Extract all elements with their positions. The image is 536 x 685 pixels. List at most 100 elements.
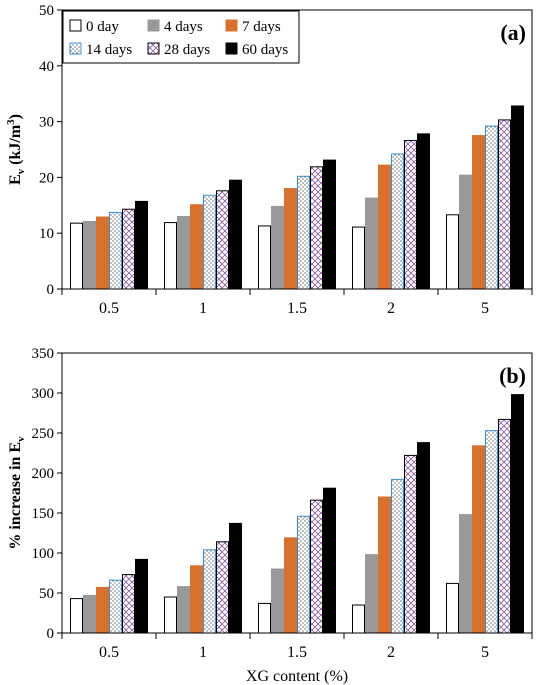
legend-label: 4 days bbox=[164, 19, 203, 35]
panel-label: (a) bbox=[500, 20, 526, 45]
legend-label: 14 days bbox=[86, 42, 132, 58]
bar-dotted-1 bbox=[203, 549, 216, 634]
x-tick-label: 1 bbox=[199, 644, 207, 661]
bar-black-3 bbox=[417, 133, 430, 290]
bar-orange-4 bbox=[472, 445, 485, 634]
bar-crosshatch-4 bbox=[498, 119, 511, 290]
x-tick-label: 0.5 bbox=[99, 644, 119, 661]
bar-crosshatch-2 bbox=[310, 499, 323, 634]
bar-gray-4 bbox=[459, 514, 472, 634]
bar-white-1 bbox=[164, 222, 177, 290]
bar-black-2 bbox=[323, 487, 336, 634]
y-tick-label: 300 bbox=[32, 386, 55, 402]
bar-dotted-3 bbox=[391, 478, 404, 634]
chart-a: 0 10 20 30 40 50 0.5 1 1.5 2 5 (a) Ev (kJ/m3) 0 day 4 … bbox=[5, 3, 533, 317]
legend-label: 7 days bbox=[242, 19, 281, 35]
legend-swatch-orange bbox=[225, 19, 238, 32]
x-tick-label: 1.5 bbox=[287, 300, 307, 317]
bar-crosshatch-1 bbox=[216, 541, 229, 634]
y-tick-label: 20 bbox=[39, 170, 54, 186]
bar-black-4 bbox=[511, 105, 524, 290]
legend-swatch-black bbox=[225, 42, 238, 55]
legend-swatch-dotted bbox=[69, 42, 82, 55]
bar-black-1 bbox=[229, 179, 242, 290]
x-tick-label: 0.5 bbox=[99, 300, 119, 317]
y-tick-label: 40 bbox=[39, 59, 54, 75]
bar-crosshatch-0 bbox=[122, 574, 135, 634]
bar-dotted-3 bbox=[391, 153, 404, 290]
legend-swatch-gray bbox=[147, 19, 160, 32]
bar-orange-3 bbox=[378, 164, 391, 290]
bar-orange-0 bbox=[96, 586, 109, 634]
bar-white-4 bbox=[446, 582, 459, 634]
bar-orange-2 bbox=[284, 188, 297, 290]
bar-white-0 bbox=[70, 598, 83, 634]
y-tick-label: 350 bbox=[32, 346, 55, 362]
bar-orange-3 bbox=[378, 496, 391, 634]
bar-gray-0 bbox=[83, 594, 96, 634]
bar-white-2 bbox=[258, 602, 271, 634]
bar-dotted-0 bbox=[109, 212, 122, 290]
legend-label: 28 days bbox=[164, 42, 210, 58]
y-axis-label: % increase in Ev bbox=[7, 436, 27, 550]
bar-gray-3 bbox=[365, 197, 378, 290]
legend-label: 60 days bbox=[242, 42, 288, 58]
bar-black-1 bbox=[229, 522, 242, 634]
bar-gray-1 bbox=[177, 586, 190, 634]
bar-orange-2 bbox=[284, 537, 297, 634]
y-tick-label: 30 bbox=[39, 115, 54, 131]
y-tick-label: 50 bbox=[39, 586, 54, 602]
plot-area bbox=[61, 352, 533, 634]
legend bbox=[62, 10, 300, 64]
y-axis-label: Ev (kJ/m3) bbox=[5, 114, 27, 185]
bar-white-3 bbox=[352, 226, 365, 290]
bar-crosshatch-3 bbox=[404, 454, 417, 634]
bar-black-0 bbox=[135, 200, 148, 290]
panel-label: (b) bbox=[499, 363, 526, 388]
bar-gray-2 bbox=[271, 205, 284, 290]
bar-dotted-1 bbox=[203, 194, 216, 290]
bar-black-4 bbox=[511, 394, 524, 634]
bar-crosshatch-2 bbox=[310, 166, 323, 290]
bar-gray-3 bbox=[365, 554, 378, 634]
y-tick-label: 250 bbox=[32, 426, 55, 442]
bar-orange-4 bbox=[472, 135, 485, 290]
y-tick-label: 150 bbox=[32, 506, 55, 522]
bar-gray-1 bbox=[177, 215, 190, 290]
bar-gray-4 bbox=[459, 174, 472, 290]
plot-area bbox=[61, 9, 533, 290]
y-tick-label: 0 bbox=[47, 626, 55, 642]
bar-gray-2 bbox=[271, 568, 284, 634]
x-tick-label: 1.5 bbox=[287, 644, 307, 661]
bar-gray-0 bbox=[83, 220, 96, 290]
x-tick-label: 1 bbox=[199, 300, 207, 317]
bar-dotted-4 bbox=[485, 430, 498, 634]
bar-orange-1 bbox=[190, 204, 203, 290]
y-tick-label: 50 bbox=[39, 3, 54, 19]
bar-white-1 bbox=[164, 596, 177, 634]
bar-crosshatch-4 bbox=[498, 418, 511, 634]
x-tick-label: 5 bbox=[481, 644, 489, 661]
bar-orange-0 bbox=[96, 216, 109, 290]
y-tick-label: 100 bbox=[32, 546, 55, 562]
bar-white-2 bbox=[258, 225, 271, 290]
bar-dotted-0 bbox=[109, 579, 122, 634]
bar-dotted-2 bbox=[297, 175, 310, 290]
bar-black-2 bbox=[323, 159, 336, 290]
bar-orange-1 bbox=[190, 565, 203, 634]
bar-white-0 bbox=[70, 222, 83, 290]
x-axis-label: XG content (%) bbox=[246, 668, 348, 685]
x-tick-label: 5 bbox=[481, 300, 489, 317]
legend-swatch-crosshatch bbox=[147, 42, 160, 55]
bar-crosshatch-1 bbox=[216, 190, 229, 290]
bar-crosshatch-3 bbox=[404, 140, 417, 290]
bar-dotted-4 bbox=[485, 125, 498, 290]
bar-dotted-2 bbox=[297, 515, 310, 634]
bar-white-3 bbox=[352, 604, 365, 634]
bar-white-4 bbox=[446, 214, 459, 290]
y-tick-label: 10 bbox=[39, 226, 54, 242]
legend-label: 0 day bbox=[86, 19, 119, 35]
y-tick-label: 200 bbox=[32, 466, 55, 482]
chart-b: 0 50 100 150 200 250 300 350 0.5 1 1.5 2 5 (b) % incre… bbox=[7, 346, 533, 685]
bar-black-0 bbox=[135, 558, 148, 634]
